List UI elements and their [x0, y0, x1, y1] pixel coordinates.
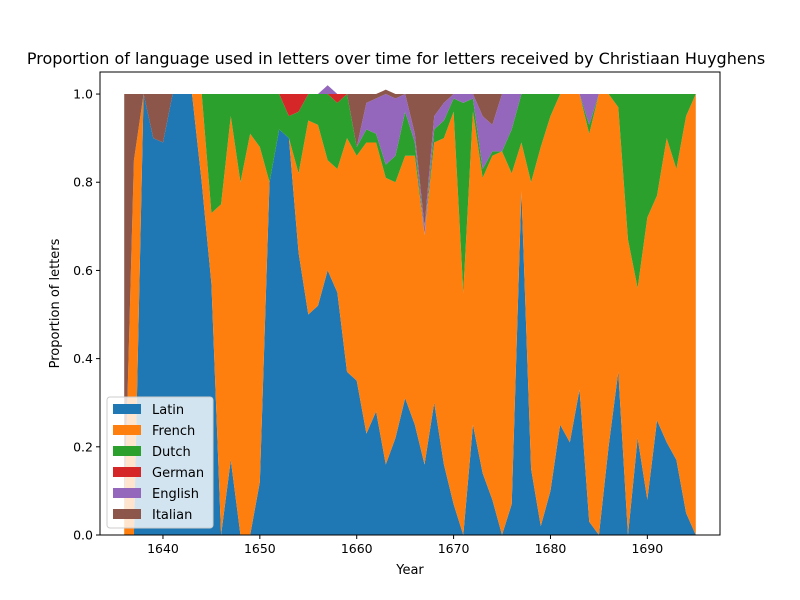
y-axis-ticks: 0.0 0.2 0.4 0.6 0.8 1.0 [73, 87, 100, 543]
x-axis-ticks: 1640 1650 1660 1670 1680 1690 [147, 535, 663, 556]
x-tick-label: 1670 [438, 541, 470, 556]
x-tick-label: 1660 [341, 541, 373, 556]
y-axis-label: Proportion of letters [48, 238, 63, 368]
plot-area [99, 71, 721, 536]
legend-label-italian: Italian [152, 508, 192, 523]
y-tick-label: 0.0 [73, 528, 93, 543]
y-tick-label: 0.2 [73, 439, 93, 454]
chart-title: Proportion of language used in letters o… [27, 49, 765, 68]
legend-swatch-dutch [113, 446, 141, 456]
legend-label-dutch: Dutch [152, 445, 191, 460]
x-axis-label: Year [395, 563, 424, 578]
legend-swatch-german [113, 467, 141, 477]
legend: Latin French Dutch German English Italian [106, 396, 214, 529]
y-tick-label: 1.0 [73, 87, 93, 102]
axes-frame [99, 71, 721, 536]
area-series-group [124, 85, 696, 536]
legend-swatch-french [113, 425, 141, 435]
y-tick-label: 0.4 [73, 351, 93, 366]
legend-label-latin: Latin [152, 403, 184, 418]
area-series-latin [124, 94, 696, 536]
legend-label-french: French [152, 424, 195, 439]
area-series-dutch [124, 94, 696, 518]
x-tick-label: 1690 [631, 541, 663, 556]
area-series-french [124, 94, 696, 536]
legend-label-german: German [152, 466, 204, 481]
legend-items: Latin French Dutch German English Italian [113, 403, 204, 523]
legend-swatch-italian [113, 509, 141, 519]
x-tick-label: 1650 [244, 541, 276, 556]
y-tick-label: 0.6 [73, 263, 93, 278]
y-tick-label: 0.8 [73, 175, 93, 190]
legend-swatch-english [113, 488, 141, 498]
legend-label-english: English [152, 487, 199, 502]
legend-swatch-latin [113, 404, 141, 414]
x-tick-label: 1640 [147, 541, 179, 556]
x-tick-label: 1680 [535, 541, 567, 556]
